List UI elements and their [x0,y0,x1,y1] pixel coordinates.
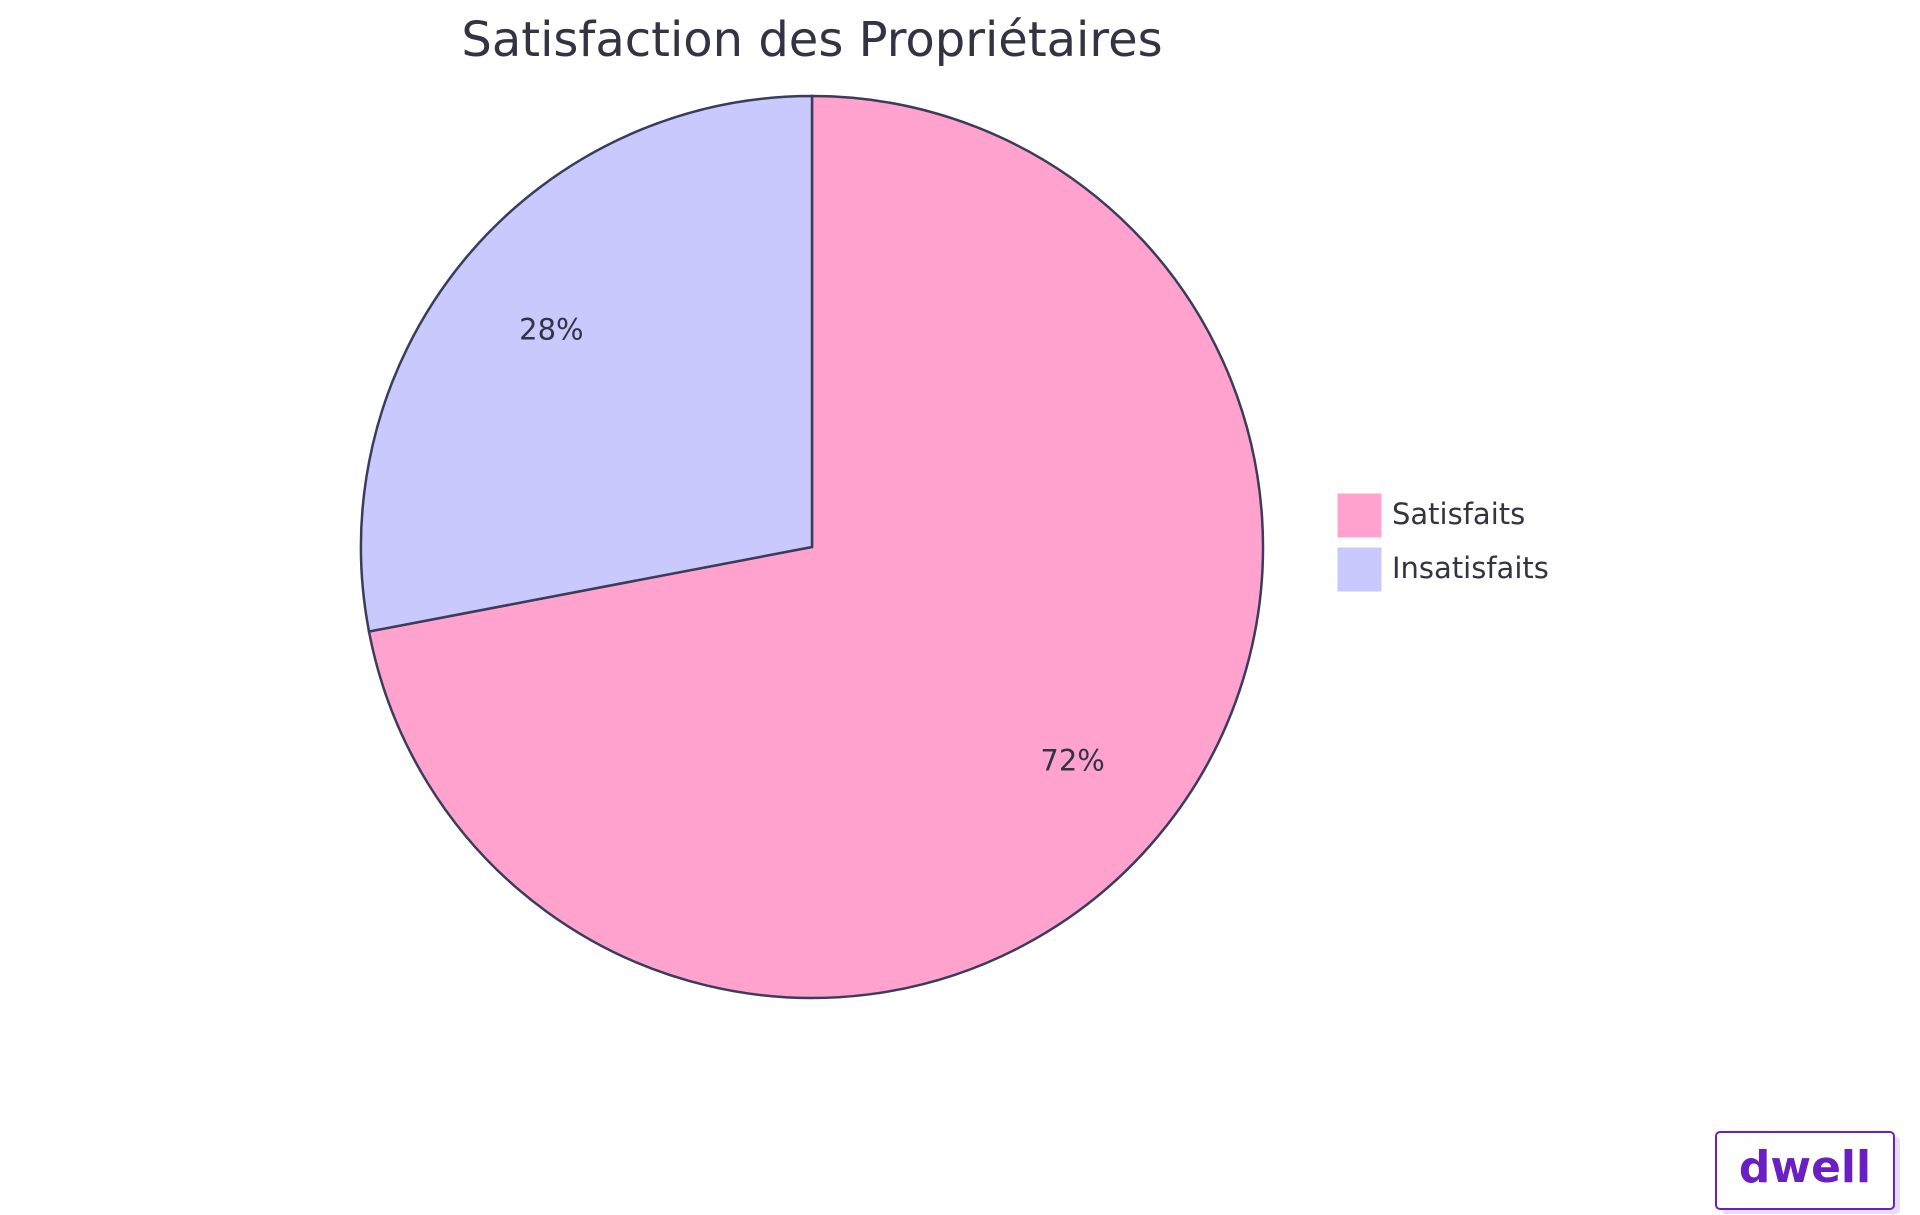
value-label: 28% [519,312,583,346]
chart-title: Satisfaction des Propriétaires [461,12,1162,68]
pie-slice [359,94,814,633]
legend-swatch [1336,492,1383,539]
pie-slice [367,94,1265,1000]
legend-label: Insatisfaits [1392,551,1549,585]
logo: dwell [1739,1142,1871,1193]
legend-label: Satisfaits [1392,497,1525,531]
logo-box [1715,1131,1895,1210]
legend-swatch [1336,546,1383,593]
value-label: 72% [1040,744,1104,778]
